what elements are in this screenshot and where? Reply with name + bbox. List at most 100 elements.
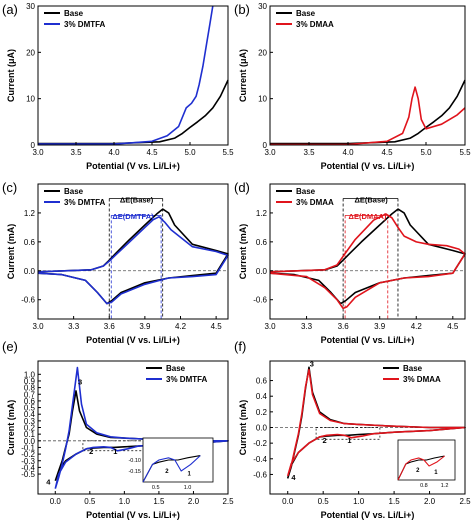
inset-annotation: 2 (165, 469, 169, 475)
x-tick-label: 5.0 (420, 148, 432, 157)
y-tick-label: 0.2 (256, 408, 268, 417)
y-tick-label: 10 (26, 95, 35, 104)
inset-x-tick-label: 1.0 (184, 485, 192, 491)
annotation: 1 (347, 436, 351, 445)
inset: 0.5 1.0 -0.10 -0.15 2 1 (128, 437, 214, 491)
x-tick-label: 3.0 (264, 322, 276, 331)
panel-e: (e)0.0 0.5 1.0 1.5 2.0 2.5-0.5-0.4-0.3-0.2-0.… (2, 339, 234, 520)
y-tick-label: -0.4 (21, 463, 35, 472)
series-line-additive (269, 213, 466, 310)
y-tick-label: 30 (26, 2, 35, 11)
x-tick-label: 2.0 (188, 497, 200, 506)
series-line-additive (270, 86, 466, 146)
series-line-additive (37, 216, 229, 305)
legend-entry: 3% DMTFA (64, 20, 106, 29)
x-tick-label: 2.5 (459, 497, 471, 506)
x-tick-label: 4.5 (211, 322, 223, 331)
inset-series-line (397, 455, 445, 481)
y-tick-label: 30 (258, 2, 267, 11)
y-tick-label: -0.2 (21, 450, 35, 459)
series-line-additive (286, 368, 466, 477)
x-tick-label: 1.0 (119, 497, 131, 506)
panel-b: (b) 3.0 3.5 4.0 4.5 5.0 5.5 0 10 20 30 Potential (V… (234, 2, 471, 171)
y-tick-label: 1.2 (24, 209, 36, 218)
x-axis-label: Potential (V vs. Li/Li+) (86, 510, 180, 520)
x-tick-label: 4.0 (342, 148, 354, 157)
inset-x-tick-label: 1.2 (441, 483, 449, 489)
panel-f: (f) 0.0 0.5 1.0 1.5 2.0 2.5 -0.6 -0.4 -0.2 0.0 0.2 0… (234, 339, 471, 520)
annotation: 2 (89, 447, 93, 456)
inset-y-tick-label: -0.15 (128, 469, 141, 475)
series-line-additive (38, 5, 214, 145)
x-tick-label: 5.5 (459, 148, 471, 157)
inset-y-tick-label: -0.10 (128, 458, 141, 464)
inset-series-line (142, 455, 201, 483)
x-tick-label: 3.6 (104, 322, 116, 331)
y-tick-label: 0.5 (24, 404, 36, 413)
legend-entry: 3% DMAA (403, 375, 441, 384)
annotation: 3 (310, 359, 314, 368)
x-tick-label: 3.9 (374, 322, 386, 331)
legend-entry: 3% DMTFA (166, 375, 208, 384)
y-tick-label: 0.0 (24, 267, 36, 276)
inset-annotation: 1 (188, 471, 192, 477)
x-axis-label: Potential (V vs. Li/Li+) (321, 161, 415, 171)
x-tick-label: 3.6 (338, 322, 350, 331)
y-tick-label: 10 (258, 95, 267, 104)
y-tick-label: 0.0 (256, 267, 268, 276)
x-tick-label: 1.5 (153, 497, 165, 506)
y-tick-label: -0.4 (253, 455, 267, 464)
panel-c: (c) 3.0 3.3 3.6 3.9 4.2 4.5 -0.6 0.0 0.6 1.2 Potent… (2, 180, 229, 345)
panel-label: (a) (2, 2, 18, 17)
x-tick-label: 4.5 (381, 148, 393, 157)
y-axis-label: Current (mA) (6, 224, 16, 280)
axes-frame (269, 5, 466, 146)
x-tick-label: 0.5 (84, 497, 96, 506)
annotation: 2 (323, 436, 327, 445)
y-tick-label: 0.8 (24, 384, 36, 393)
panel-d: (d) 3.0 3.3 3.6 3.9 4.2 4.5 -0.6 0.0 0.6 1.2 Potent… (234, 180, 466, 345)
y-tick-label: 0.6 (256, 377, 268, 386)
series-line-base (270, 79, 466, 145)
y-tick-label: 0 (263, 141, 268, 150)
legend-entry: Base (64, 187, 84, 196)
annotation: ΔE(Base) (354, 195, 388, 204)
annotation: 4 (46, 478, 51, 487)
annotation: 3 (78, 377, 82, 386)
x-tick-label: 3.3 (68, 322, 80, 331)
y-tick-label: -0.2 (253, 439, 267, 448)
y-tick-label: 0.7 (24, 390, 36, 399)
x-tick-label: 5.5 (222, 148, 234, 157)
x-tick-label: 4.2 (411, 322, 423, 331)
annotation: 4 (291, 473, 296, 482)
inset: 0.8 1.2 2 1 (397, 439, 456, 489)
axes-frame (37, 5, 229, 146)
y-tick-label: -0.1 (21, 443, 35, 452)
y-axis-label: Current (μA) (6, 49, 16, 102)
legend-entry: 3% DMAA (296, 20, 334, 29)
y-tick-label: 0.6 (24, 397, 36, 406)
x-tick-label: 4.0 (108, 148, 120, 157)
y-tick-label: -0.3 (21, 457, 35, 466)
panel-label: (e) (2, 339, 18, 354)
legend-entry: Base (64, 9, 84, 18)
y-tick-label: 0.0 (256, 424, 268, 433)
y-tick-label: 0.9 (24, 377, 36, 386)
y-tick-label: 0.0 (24, 437, 36, 446)
y-tick-label: -0.5 (21, 470, 35, 479)
x-axis-label: Potential (V vs. Li/Li+) (321, 510, 415, 520)
panel-label: (c) (2, 180, 17, 195)
y-tick-label: 0.4 (256, 392, 268, 401)
y-tick-label: -0.6 (21, 296, 35, 305)
x-tick-label: 5.0 (184, 148, 196, 157)
y-tick-label: 20 (258, 48, 267, 57)
y-tick-label: 0.6 (24, 238, 36, 247)
inset-annotation: 1 (434, 470, 438, 476)
annotation: ΔE(DMTFA) (112, 212, 154, 221)
x-tick-label: 1.0 (353, 497, 365, 506)
y-axis-label: Current (μA) (238, 49, 248, 102)
x-tick-label: 1.5 (389, 497, 401, 506)
inset-annotation: 2 (416, 468, 420, 474)
y-tick-label: 1.2 (256, 209, 268, 218)
legend-entry: Base (403, 364, 423, 373)
